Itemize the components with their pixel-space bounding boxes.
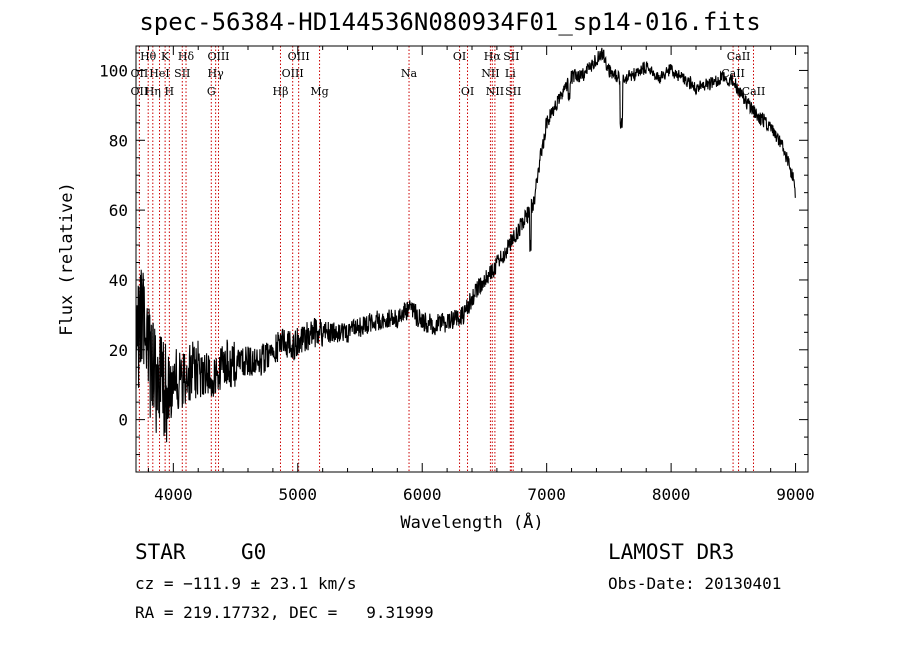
y-tick-label: 0 (118, 411, 128, 430)
y-tick-label: 40 (109, 271, 128, 290)
object-class: STAR (135, 540, 186, 564)
chart-title: spec-56384-HD144536N080934F01_sp14-016.f… (139, 8, 761, 36)
emission-line-label: OI (461, 85, 474, 98)
x-tick-label: 7000 (527, 485, 566, 504)
emission-line-label: Hγ (208, 67, 225, 80)
x-tick-label: 6000 (403, 485, 442, 504)
emission-line-label: Na (401, 67, 418, 80)
axis-ticks: 4000 5000 6000 7000 8000 9000 0 20 40 60 80 100 (99, 46, 815, 504)
emission-line-label: Hβ (273, 85, 289, 98)
emission-line-label: OII (131, 85, 149, 98)
emission-line-label: SII (505, 85, 521, 98)
emission-line-markers (138, 46, 754, 472)
emission-line-label: OIII (282, 67, 304, 80)
y-axis-label: Flux (relative) (57, 182, 77, 336)
emission-line-label: SII (503, 50, 519, 63)
y-tick-label: 100 (99, 61, 128, 80)
plot-frame (135, 45, 809, 473)
survey-name: LAMOST DR3 (608, 540, 735, 564)
emission-line-label: OIII (288, 50, 310, 63)
x-axis-label: Wavelength (Å) (400, 511, 543, 533)
emission-line-label: G (207, 85, 216, 98)
x-tick-label: 5000 (279, 485, 318, 504)
observation-date: Obs-Date: 20130401 (608, 574, 782, 593)
emission-line-label: Hθ (140, 50, 157, 63)
spectral-subclass: G0 (241, 540, 267, 564)
x-tick-label: 9000 (776, 485, 815, 504)
emission-line-label: H (165, 85, 175, 98)
emission-line-label: Hδ (178, 50, 195, 63)
emission-line-label: OIII (207, 50, 229, 63)
flux-series-line (135, 47, 796, 443)
emission-line-label: OII (131, 67, 149, 80)
emission-line-label: Li (505, 67, 516, 80)
emission-line-label: HeI (149, 67, 169, 80)
emission-line-label: NII (481, 67, 499, 80)
emission-line-label: Mg (310, 85, 328, 98)
emission-line-label: CaII (727, 50, 751, 63)
emission-line-label: CaII (721, 67, 745, 80)
x-tick-label: 4000 (154, 485, 193, 504)
redshift-velocity: cz = −111.9 ± 23.1 km/s (135, 574, 357, 593)
y-tick-label: 20 (109, 341, 128, 360)
y-tick-label: 80 (109, 131, 128, 150)
emission-line-label: SII (174, 67, 190, 80)
emission-line-label: OI (453, 50, 466, 63)
y-tick-label: 60 (109, 201, 128, 220)
emission-line-label: NII (486, 85, 504, 98)
sky-coordinates: RA = 219.17732, DEC = 9.31999 (135, 603, 434, 622)
emission-line-label: Hα (484, 50, 502, 63)
emission-line-label: CaII (742, 85, 766, 98)
emission-line-label: K (161, 50, 170, 63)
x-tick-label: 8000 (652, 485, 691, 504)
emission-line-label: Hη (145, 85, 161, 98)
